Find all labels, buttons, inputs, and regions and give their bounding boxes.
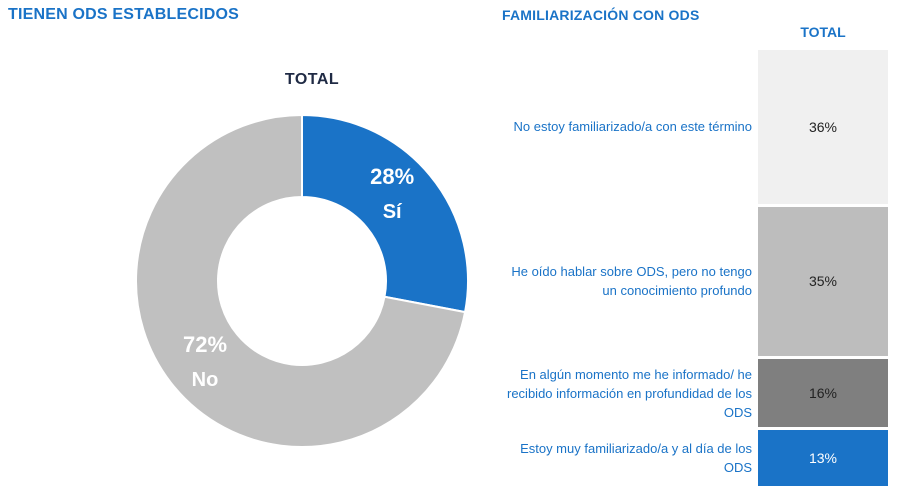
- donut-slice-no: [135, 113, 467, 448]
- legend-label: He oído hablar sobre ODS, pero no tengo …: [502, 207, 752, 356]
- stacked-bar-segment: 13%: [758, 430, 888, 486]
- stacked-bar: 36% 35% 16% 13%: [758, 50, 888, 486]
- stacked-bar-segment-value: 13%: [808, 450, 838, 467]
- stacked-bar-segment: 16%: [758, 359, 888, 428]
- stacked-bar-segment-value: 36%: [808, 118, 838, 135]
- donut-slice-label: Sí: [383, 201, 403, 223]
- donut-chart-subtitle: TOTAL: [285, 71, 339, 88]
- donut-chart: TOTAL 28% Sí 72% No: [135, 71, 469, 448]
- stacked-bar-category-label: TOTAL: [800, 24, 846, 40]
- donut-chart-title: TIENEN ODS ESTABLECIDOS: [8, 6, 239, 23]
- donut-slice-value: 72%: [183, 332, 227, 357]
- stacked-bar-chart-title: FAMILIARIZACIÓN CON ODS: [502, 7, 700, 23]
- donut-slice-value: 28%: [370, 164, 414, 189]
- legend-label: Estoy muy familiarizado/a y al día de lo…: [502, 430, 752, 486]
- donut-slices: [135, 113, 469, 448]
- donut-slice-s-: [301, 113, 469, 314]
- stacked-bar-segment-value: 16%: [808, 385, 838, 402]
- stacked-bar-segment: 36%: [758, 50, 888, 204]
- legend-label-text: Estoy muy familiarizado/a y al día de lo…: [520, 441, 752, 476]
- legend-label: En algún momento me he informado/ he rec…: [502, 359, 752, 427]
- legend-label: No estoy familiarizado/a con este términ…: [502, 50, 752, 204]
- donut-slice-label: No: [192, 369, 219, 391]
- legend-label-text: No estoy familiarizado/a con este términ…: [513, 119, 752, 135]
- legend-label-text: He oído hablar sobre ODS, pero no tengo …: [511, 264, 752, 299]
- stacked-bar-segment-value: 35%: [808, 273, 838, 290]
- legend-label-text: En algún momento me he informado/ he rec…: [507, 366, 752, 420]
- stacked-bar-segment: 35%: [758, 206, 888, 357]
- donut-labels: 28% Sí 72% No: [183, 164, 414, 391]
